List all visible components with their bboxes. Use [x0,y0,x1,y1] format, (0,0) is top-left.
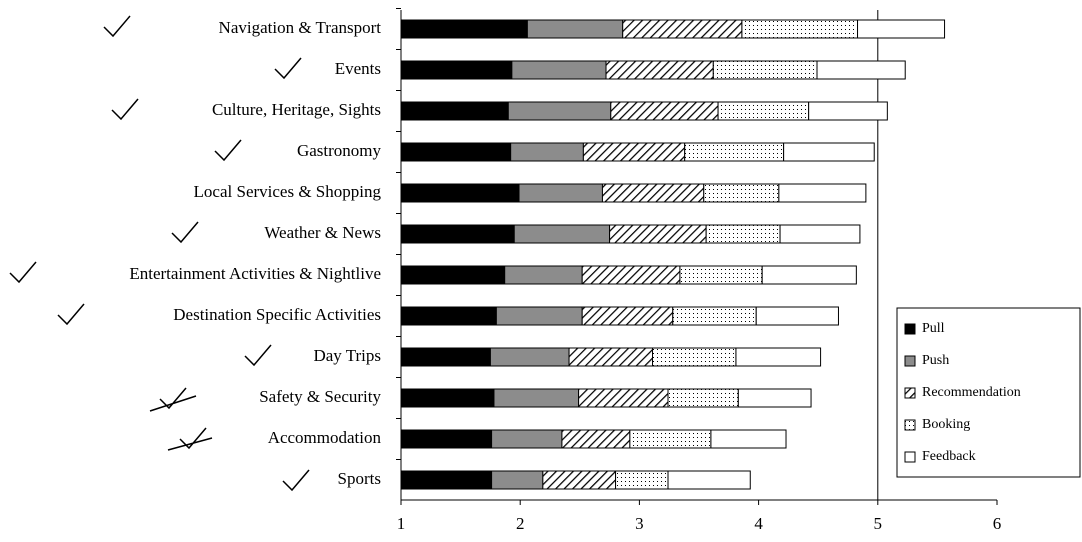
bar-segment [561,429,631,449]
x-tick-label: 5 [874,514,883,533]
x-tick-label: 4 [754,514,763,533]
legend-swatch [904,451,916,463]
bar-segment [400,142,512,162]
bar-segment [629,429,712,449]
bar-segment [400,60,513,80]
legend-swatch [904,419,916,431]
legend-swatch [904,323,916,335]
y-tick-label: Events [335,59,381,78]
bar-segment [400,470,493,490]
bar-segment [672,306,757,326]
bar-segment [581,265,681,285]
bar-segment [667,388,739,408]
bar-segment [857,19,946,39]
legend-label: Recommendation [922,385,1021,400]
bar-segment [778,183,867,203]
legend-swatch [904,355,916,367]
y-tick-label: Local Services & Shopping [194,182,382,201]
bar-segment [705,224,781,244]
bar-segment [568,347,654,367]
bar-segment [615,470,669,490]
bar-segment [542,470,617,490]
bar-segment [518,183,603,203]
bar-segment [507,101,612,121]
bar-segment [717,101,810,121]
bar-segment [491,429,563,449]
y-tick-label: Weather & News [264,223,381,242]
bar-segment [400,19,528,39]
bar-segment [679,265,763,285]
bar-segment [400,429,493,449]
bar-segment [581,306,674,326]
legend: Pull Push Recommendation Booking Feedback [896,307,1081,478]
bar-segment [400,183,520,203]
bar-segment [504,265,583,285]
bar-segment [400,388,495,408]
bar-segment [684,142,785,162]
bar-segment [400,101,509,121]
y-tick-label: Day Trips [313,346,381,365]
bar-segment [783,142,875,162]
bar-segment [737,388,812,408]
bar-segment [703,183,780,203]
bar-segment [761,265,857,285]
bar-segment [610,101,719,121]
bar-segment [400,347,491,367]
checkmarks [9,15,310,492]
bar-segment [609,224,707,244]
bar-segment [755,306,839,326]
y-tick-label: Safety & Security [259,387,381,406]
bar-segment [710,429,787,449]
legend-label: Push [922,353,949,368]
bar-segment [511,60,607,80]
bar-segment [510,142,584,162]
bar-segment [491,470,544,490]
x-tick-label: 3 [635,514,644,533]
legend-box [896,307,1081,478]
x-tick-label: 2 [516,514,525,533]
x-tick-label: 6 [993,514,1002,533]
bar-segment [605,60,714,80]
y-tick-label: Entertainment Activities & Nightlive [129,264,381,283]
bar-segment [495,306,583,326]
y-tick-label: Destination Specific Activities [173,305,381,324]
legend-swatch [904,387,916,399]
bar-segment [489,347,570,367]
y-tick-label: Accommodation [268,428,382,447]
legend-label: Feedback [922,449,976,464]
y-tick-label: Culture, Heritage, Sights [212,100,381,119]
bar-segment [652,347,737,367]
bar-segment [808,101,888,121]
bar-segment [493,388,580,408]
legend-label: Booking [922,417,970,432]
bar-segment [735,347,822,367]
y-tick-label: Sports [338,469,381,488]
bar-segment [513,224,611,244]
bar-segment [582,142,686,162]
x-tick-label: 1 [397,514,406,533]
bar-segment [667,470,751,490]
bar-segment [400,306,497,326]
bar-segment [400,265,506,285]
bar-segment [741,19,859,39]
bar-segment [816,60,906,80]
y-tick-label: Navigation & Transport [219,18,382,37]
bar-segment [601,183,705,203]
bar-segment [578,388,669,408]
legend-label: Pull [922,321,945,336]
bar-segment [400,224,515,244]
bar-segment [622,19,743,39]
bar-segment [712,60,818,80]
bar-segment [526,19,624,39]
y-tick-label: Gastronomy [297,141,382,160]
bar-segment [779,224,861,244]
